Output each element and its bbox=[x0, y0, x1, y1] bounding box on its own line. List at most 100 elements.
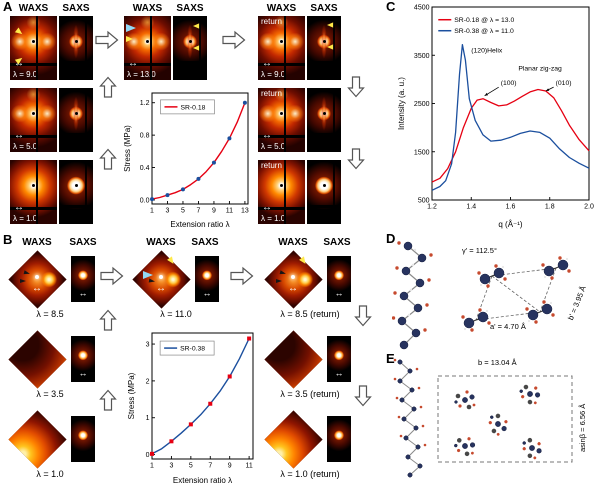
waxs-fiber-pattern-l11: ↔ bbox=[132, 250, 190, 308]
beam-center-dot bbox=[291, 274, 295, 279]
beamstop-dot bbox=[74, 184, 78, 188]
flow-arrow-right-icon bbox=[100, 266, 124, 286]
beamstop-dot bbox=[280, 184, 283, 188]
svg-text:3500: 3500 bbox=[414, 53, 430, 60]
saxs-pattern-return-l1 bbox=[327, 416, 351, 462]
svg-text:1: 1 bbox=[150, 208, 154, 215]
stretch-direction-icon: ↔ bbox=[202, 288, 212, 298]
svg-text:11: 11 bbox=[226, 208, 233, 215]
saxs-pattern-return-l9 bbox=[307, 16, 341, 80]
molecule-cluster bbox=[452, 433, 479, 459]
svg-text:9: 9 bbox=[212, 208, 216, 215]
stretch-direction-icon: ↔ bbox=[262, 130, 272, 141]
detector-image bbox=[264, 330, 322, 388]
asinb-lattice-label: asinβ = 6.56 Å bbox=[578, 403, 587, 452]
panel-b-col1-saxs-header: SAXS bbox=[69, 237, 97, 248]
lambda-label: λ = 3.5 (return) bbox=[280, 389, 340, 399]
saxs-pattern-return-l1 bbox=[307, 160, 341, 224]
panel-d-label: D bbox=[386, 231, 396, 246]
waxs-fiber-pattern-return-l85: ↔ bbox=[264, 250, 322, 308]
return-label: return bbox=[261, 17, 282, 26]
saxs-pattern-l9 bbox=[59, 16, 93, 80]
highlight-arrow-icon bbox=[143, 271, 153, 279]
svg-text:1500: 1500 bbox=[414, 149, 430, 156]
lambda-label: λ = 9.0 bbox=[13, 70, 38, 79]
flow-arrow-down-icon bbox=[347, 76, 365, 98]
svg-text:9: 9 bbox=[228, 463, 232, 470]
saxs-pattern-return-l85: ↔ bbox=[327, 256, 351, 302]
lambda-label: λ = 1.0 bbox=[13, 214, 38, 223]
spot-arrow-icon bbox=[193, 23, 200, 29]
panel-b-col2-waxs-header: WAXS bbox=[146, 237, 176, 248]
lambda-label: λ = 1.0 (return) bbox=[280, 469, 340, 479]
waxs-pattern-return-l1: return ↔ λ = 1.0 bbox=[258, 160, 305, 224]
svg-text:SR-0.18 @ λ = 13.0: SR-0.18 @ λ = 13.0 bbox=[454, 17, 514, 24]
waxs-fiber-pattern-l85: ↔ bbox=[8, 250, 66, 308]
stretch-direction-icon: ↔ bbox=[32, 283, 42, 294]
flow-arrow-right-icon bbox=[222, 30, 246, 50]
panel-b-col3-saxs-header: SAXS bbox=[323, 237, 351, 248]
panel-a-col1-saxs-header: SAXS bbox=[62, 3, 90, 14]
flow-arrow-up-icon bbox=[99, 389, 117, 411]
svg-text:0: 0 bbox=[146, 452, 150, 459]
stretch-direction-icon: ↔ bbox=[262, 202, 272, 213]
svg-text:0.0: 0.0 bbox=[140, 197, 150, 204]
svg-text:5: 5 bbox=[181, 208, 185, 215]
panel-c-label: C bbox=[386, 0, 396, 14]
helix-structure-illustration bbox=[392, 241, 572, 350]
molecule-pair bbox=[460, 307, 492, 333]
lambda-label: λ = 9.0 bbox=[261, 70, 286, 79]
lambda-label: λ = 5.0 bbox=[261, 142, 286, 151]
panel-b-col1-waxs-header: WAXS bbox=[22, 237, 52, 248]
svg-text:7: 7 bbox=[208, 463, 212, 470]
svg-text:Extension ratio λ: Extension ratio λ bbox=[170, 220, 229, 229]
saxs-pattern-return-l35: ↔ bbox=[327, 336, 351, 382]
stretch-direction-icon: ↔ bbox=[288, 283, 298, 294]
svg-text:SR-0.38: SR-0.38 bbox=[180, 346, 205, 353]
molecule-cluster bbox=[484, 409, 513, 439]
b-lattice-label: b = 13.04 Å bbox=[478, 358, 517, 367]
svg-text:1.8: 1.8 bbox=[545, 204, 555, 211]
detector-image bbox=[264, 410, 322, 468]
spot-arrow-icon bbox=[327, 44, 334, 50]
stretch-direction-icon: ↔ bbox=[156, 283, 166, 294]
lambda-label: λ = 13.0 bbox=[127, 70, 156, 79]
panel-a-col3-saxs-header: SAXS bbox=[310, 3, 338, 14]
zigzag-chain-atoms bbox=[393, 358, 427, 478]
return-label: return bbox=[261, 161, 282, 170]
svg-text:SR-0.18: SR-0.18 bbox=[180, 104, 205, 111]
beamstop-dot bbox=[32, 184, 35, 188]
detector-image bbox=[8, 410, 66, 468]
beam-center-dot bbox=[159, 274, 163, 279]
waxs-fiber-pattern-return-l1 bbox=[264, 410, 322, 468]
spot-arrow-icon bbox=[148, 278, 156, 284]
saxs-pattern-l35: ↔ bbox=[71, 336, 95, 382]
detector-image bbox=[8, 330, 66, 388]
waxs-fiber-pattern-l1 bbox=[8, 410, 66, 468]
stretch-direction-icon: ↔ bbox=[78, 288, 88, 298]
svg-text:1.2: 1.2 bbox=[140, 100, 150, 107]
svg-text:3: 3 bbox=[166, 208, 170, 215]
beamstop-dot bbox=[322, 112, 326, 116]
beamstop-dot bbox=[280, 40, 283, 44]
beamstop-dot bbox=[322, 184, 326, 188]
stretch-direction-icon: ↔ bbox=[14, 130, 24, 141]
panel-e-label: E bbox=[386, 351, 395, 366]
lambda-label: λ = 11.0 bbox=[160, 309, 192, 319]
beamstop-dot bbox=[188, 40, 192, 44]
molecule-pair bbox=[476, 263, 508, 289]
spot-arrow-icon bbox=[276, 279, 282, 283]
svg-text:5: 5 bbox=[189, 463, 193, 470]
svg-text:1.2: 1.2 bbox=[427, 204, 437, 211]
flow-arrow-right-icon bbox=[95, 30, 119, 50]
panel-b-col3-waxs-header: WAXS bbox=[278, 237, 308, 248]
svg-text:13: 13 bbox=[241, 208, 249, 215]
molecule-cluster bbox=[517, 433, 547, 463]
beamstop-dot bbox=[322, 40, 326, 44]
svg-text:7: 7 bbox=[196, 208, 200, 215]
beam-center-dot bbox=[35, 274, 39, 279]
svg-text:(120)Helix: (120)Helix bbox=[471, 47, 503, 54]
beamstop-dot bbox=[146, 40, 149, 44]
svg-text:0.8: 0.8 bbox=[140, 133, 150, 140]
